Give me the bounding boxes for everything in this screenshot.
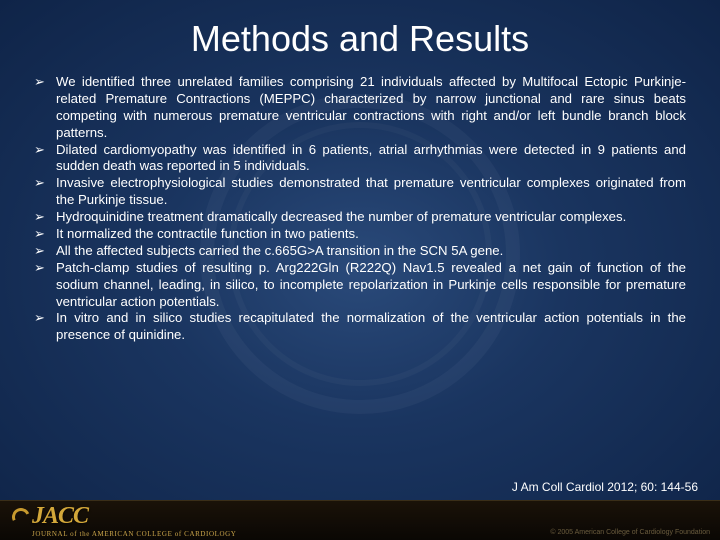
bullet-item: It normalized the contractile function i… xyxy=(28,226,686,243)
slide-title: Methods and Results xyxy=(0,0,720,74)
jacc-logo: JACC JOURNAL of the AMERICAN COLLEGE of … xyxy=(12,503,236,538)
copyright-text: © 2005 American College of Cardiology Fo… xyxy=(550,529,710,536)
bullet-item: Dilated cardiomyopathy was identified in… xyxy=(28,142,686,176)
bullet-item: Patch-clamp studies of resulting p. Arg2… xyxy=(28,260,686,311)
bullet-item: Hydroquinidine treatment dramatically de… xyxy=(28,209,686,226)
footer-bar: JACC JOURNAL of the AMERICAN COLLEGE of … xyxy=(0,500,720,540)
bullet-item: Invasive electrophysiological studies de… xyxy=(28,175,686,209)
logo-subtitle: JOURNAL of the AMERICAN COLLEGE of CARDI… xyxy=(32,530,236,538)
content-area: We identified three unrelated families c… xyxy=(0,74,720,344)
bullet-list: We identified three unrelated families c… xyxy=(28,74,686,344)
logo-arc-icon xyxy=(9,505,32,528)
logo-mark: JACC xyxy=(32,503,236,530)
bullet-item: In vitro and in silico studies recapitul… xyxy=(28,310,686,344)
citation-text: J Am Coll Cardiol 2012; 60: 144-56 xyxy=(512,480,698,494)
bullet-item: We identified three unrelated families c… xyxy=(28,74,686,142)
bullet-item: All the affected subjects carried the c.… xyxy=(28,243,686,260)
